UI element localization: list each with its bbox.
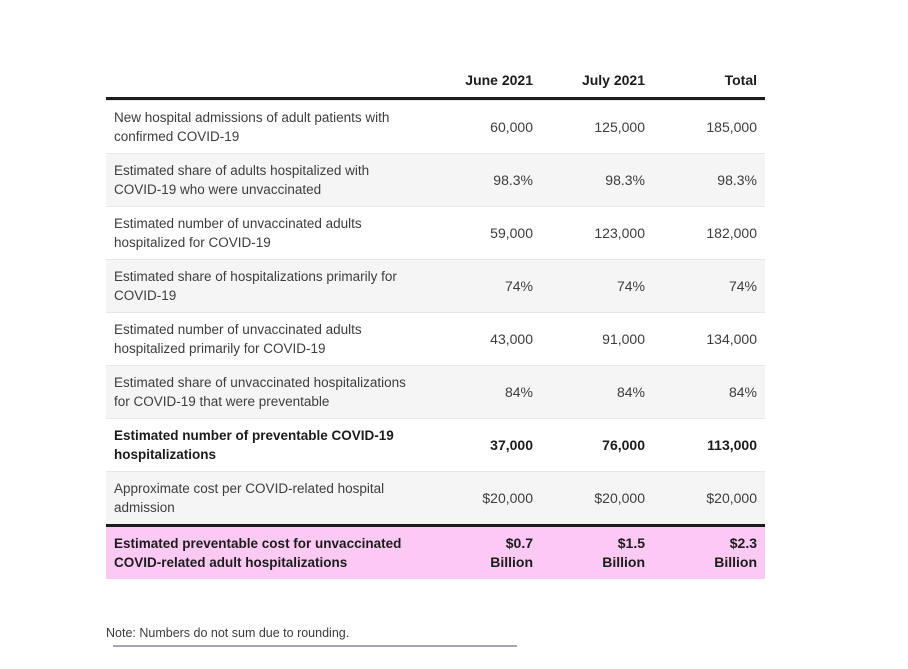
row-label: New hospital admissions of adult patient… bbox=[114, 110, 390, 144]
row-value-july: 123,000 bbox=[594, 224, 645, 241]
row-value-total: $20,000 bbox=[706, 489, 757, 506]
row-value-june: 43,000 bbox=[490, 330, 533, 347]
table-row: Estimated number of unvaccinated adults … bbox=[106, 312, 765, 365]
row-value-total: $2.3 Billion bbox=[714, 535, 757, 570]
row-value-july: 125,000 bbox=[594, 118, 645, 135]
row-value-june: 74% bbox=[504, 277, 533, 294]
header-total: Total bbox=[724, 72, 757, 88]
header-june-2021: June 2021 bbox=[465, 72, 533, 88]
row-value-july: 76,000 bbox=[602, 436, 645, 453]
row-label: Estimated number of unvaccinated adults … bbox=[114, 216, 362, 250]
row-value-july: 84% bbox=[616, 383, 645, 400]
table-row: Approximate cost per COVID-related hospi… bbox=[106, 471, 765, 524]
row-value-july: $1.5 Billion bbox=[602, 535, 645, 570]
table-header-row: June 2021 July 2021 Total bbox=[106, 71, 765, 100]
row-label: Estimated number of preventable COVID-19… bbox=[114, 428, 394, 462]
row-value-july: 91,000 bbox=[602, 330, 645, 347]
row-value-july: 98.3% bbox=[605, 171, 645, 188]
row-label: Estimated preventable cost for unvaccina… bbox=[114, 536, 402, 570]
table-row-preventable-cost-highlight: Estimated preventable cost for unvaccina… bbox=[106, 524, 765, 579]
row-label: Approximate cost per COVID-related hospi… bbox=[114, 481, 385, 515]
row-value-july: 74% bbox=[616, 277, 645, 294]
row-value-total: 74% bbox=[728, 277, 757, 294]
row-value-june: 84% bbox=[504, 383, 533, 400]
footnote-divider bbox=[113, 645, 517, 647]
table-row: Estimated share of unvaccinated hospital… bbox=[106, 365, 765, 418]
row-value-june: 60,000 bbox=[490, 118, 533, 135]
row-label: Estimated number of unvaccinated adults … bbox=[114, 322, 362, 356]
row-label: Estimated share of adults hospitalized w… bbox=[114, 163, 370, 197]
covid-hospitalization-cost-table: June 2021 July 2021 Total New hospital a… bbox=[106, 71, 765, 579]
row-value-total: 134,000 bbox=[706, 330, 757, 347]
table-row: Estimated share of hospitalizations prim… bbox=[106, 259, 765, 312]
row-label: Estimated share of unvaccinated hospital… bbox=[114, 375, 406, 409]
header-july-2021: July 2021 bbox=[581, 72, 645, 88]
row-value-june: $20,000 bbox=[482, 489, 533, 506]
row-label: Estimated share of hospitalizations prim… bbox=[114, 269, 397, 303]
table-footnote: Note: Numbers do not sum due to rounding… bbox=[106, 626, 350, 640]
table-row: Estimated share of adults hospitalized w… bbox=[106, 153, 765, 206]
row-value-june: 98.3% bbox=[493, 171, 533, 188]
header-empty-cell bbox=[106, 81, 429, 88]
row-value-total: 84% bbox=[728, 383, 757, 400]
table-row-preventable-hospitalizations: Estimated number of preventable COVID-19… bbox=[106, 418, 765, 471]
row-value-total: 98.3% bbox=[717, 171, 757, 188]
row-value-total: 182,000 bbox=[706, 224, 757, 241]
row-value-june: 37,000 bbox=[490, 436, 533, 453]
table-row: Estimated number of unvaccinated adults … bbox=[106, 206, 765, 259]
row-value-june: 59,000 bbox=[490, 224, 533, 241]
row-value-july: $20,000 bbox=[594, 489, 645, 506]
row-value-june: $0.7 Billion bbox=[490, 535, 533, 570]
row-value-total: 185,000 bbox=[706, 118, 757, 135]
table-row: New hospital admissions of adult patient… bbox=[106, 100, 765, 153]
row-value-total: 113,000 bbox=[707, 436, 757, 453]
